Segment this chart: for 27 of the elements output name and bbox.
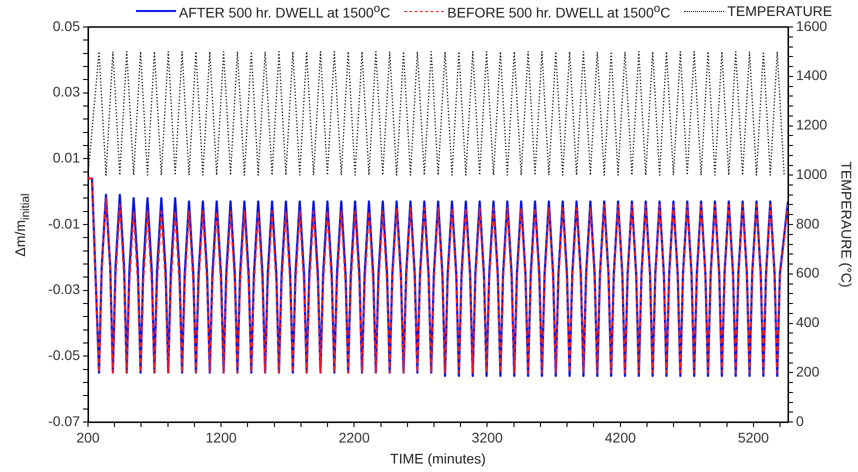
y2-tick-label: 200 bbox=[796, 363, 820, 380]
y2-tick-label: 800 bbox=[796, 215, 820, 232]
y-tick-label: -0.07 bbox=[48, 412, 80, 429]
x-tick-label: 2200 bbox=[338, 429, 370, 446]
y-tick-label: -0.01 bbox=[48, 215, 80, 232]
legend-label: AFTER 500 hr. DWELL at 1500$^{o}$C bbox=[178, 2, 390, 21]
y-tick-label: -0.03 bbox=[48, 281, 80, 298]
y2-tick-label: 1200 bbox=[796, 116, 828, 133]
x-axis-title: TIME (minutes) bbox=[390, 450, 486, 466]
y-tick-label: 0.01 bbox=[52, 150, 80, 166]
y-tick-label: -0.05 bbox=[48, 347, 80, 364]
legend-label: BEFORE 500 hr. DWELL at 1500$^{o}$C bbox=[447, 2, 670, 21]
x-tick-label: 5200 bbox=[738, 429, 770, 446]
x-tick-label: 1200 bbox=[206, 429, 237, 446]
x-tick-label: 4200 bbox=[604, 429, 636, 446]
y2-axis-title: TEMPERAURE (°C) bbox=[838, 161, 855, 288]
y-tick-label: 0.05 bbox=[52, 18, 80, 34]
y2-tick-label: 1400 bbox=[796, 67, 828, 84]
y2-tick-label: 1600 bbox=[796, 18, 828, 34]
y2-tick-label: 0 bbox=[796, 412, 804, 429]
y-tick-label: 0.03 bbox=[52, 84, 80, 100]
y2-tick-label: 400 bbox=[796, 314, 820, 330]
x-tick-label: 200 bbox=[76, 429, 100, 446]
y2-tick-label: 1000 bbox=[796, 166, 828, 182]
y2-tick-label: 600 bbox=[796, 264, 820, 281]
x-tick-label: 3200 bbox=[472, 429, 504, 446]
legend-label: TEMPERATURE bbox=[727, 3, 832, 20]
